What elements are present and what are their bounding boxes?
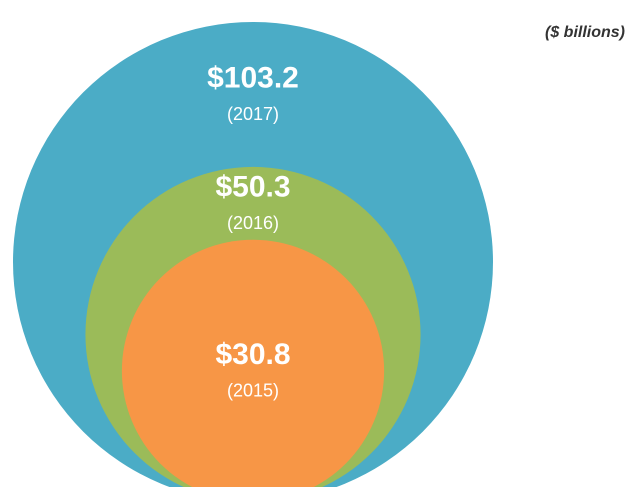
bubbles	[13, 22, 493, 487]
value-label: $30.8	[215, 338, 290, 371]
bubble	[121, 239, 385, 487]
category-label: (2017)	[227, 104, 279, 124]
units-note: ($ billions)	[545, 24, 625, 41]
value-label: $50.3	[215, 170, 290, 203]
category-label: (2016)	[227, 213, 279, 233]
value-label: $103.2	[207, 61, 299, 94]
category-label: (2015)	[227, 381, 279, 401]
